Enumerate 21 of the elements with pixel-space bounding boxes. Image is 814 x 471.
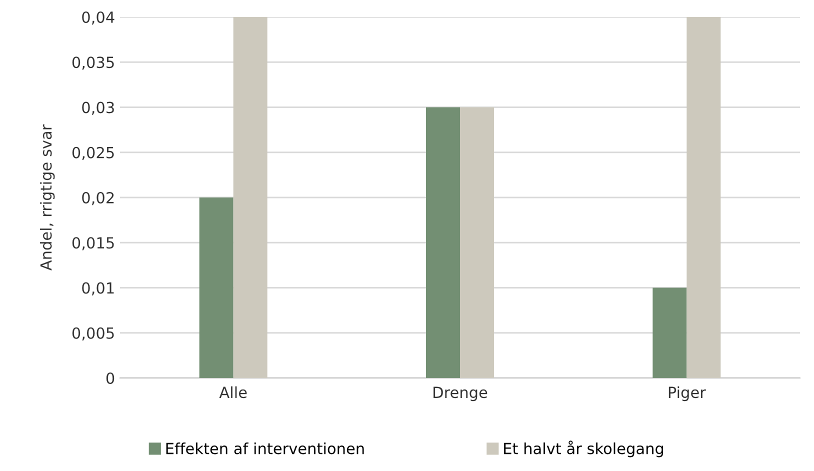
y-tick-label: 0,035 — [72, 56, 114, 70]
y-tick-label: 0,02 — [82, 192, 114, 206]
bar — [426, 107, 460, 378]
y-tick-label: 0,04 — [82, 11, 114, 25]
y-tick-label: 0,015 — [72, 237, 114, 250]
y-tick-label: 0 — [106, 372, 114, 384]
x-tick-label: Piger — [668, 386, 706, 402]
y-tick-label: 0,025 — [72, 146, 114, 160]
x-tick-label: Drenge — [434, 386, 488, 402]
legend-label: Effekten af interventionen — [166, 442, 364, 454]
x-tick-label: Alle — [219, 386, 247, 398]
y-tick-label: 0,005 — [72, 327, 114, 340]
bar — [652, 288, 687, 378]
bar — [460, 107, 494, 378]
bar — [233, 17, 268, 378]
bar — [686, 17, 721, 378]
bar — [199, 198, 234, 378]
legend-label: Et halvt år skolegang — [504, 440, 664, 458]
y-axis-title: Andel, rrigtige svar — [40, 124, 55, 271]
y-tick-label: 0,01 — [82, 282, 114, 296]
y-tick-label: 0,03 — [82, 102, 114, 115]
